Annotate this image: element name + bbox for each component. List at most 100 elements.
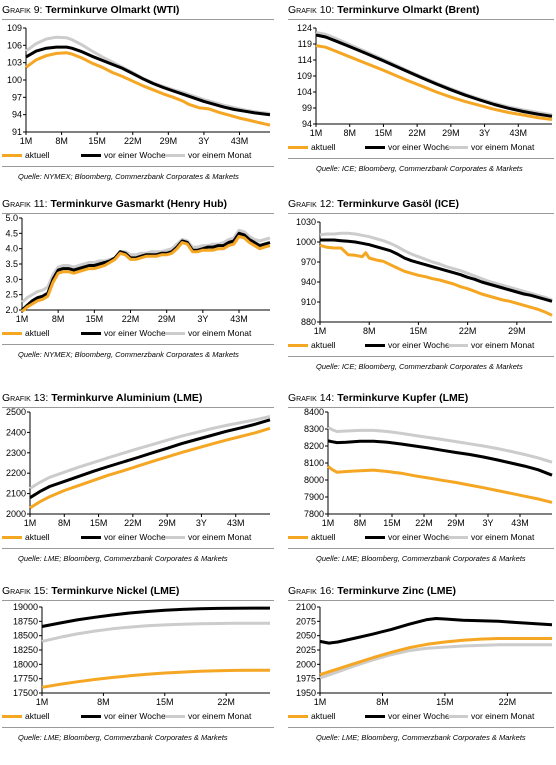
y-tick-label: 7800 [304,509,324,519]
source-note: Quelle: NYMEX; Bloomberg, Commerzbank Co… [18,172,239,181]
line-chart: 1950 1975 2000 2025 2050 2075 2100 1M 8M 15M 22M [296,602,553,707]
legend-item: vor einer Woche [81,150,166,160]
source-note: Quelle: LME; Bloomberg, Commerzbank Corp… [18,554,228,563]
legend-item: vor einem Monat [165,711,251,721]
legend-item: vor einer Woche [81,328,166,338]
legend-swatch [365,145,385,149]
y-tick-label: 2075 [296,616,316,626]
y-tick-label: 18500 [13,631,38,641]
panel-rule [2,727,274,728]
y-tick-label: 97 [12,92,22,102]
legend-swatch [448,145,468,149]
source-note: Quelle: LME; Bloomberg, Commerzbank Corp… [18,733,228,742]
series-line-vor-einer-Woche [41,606,270,628]
source-note: Quelle: LME; Bloomberg, Commerzbank Corp… [316,733,526,742]
panel-rule [288,407,554,408]
source-note: Quelle: ICE; Bloomberg, Commerzbank Corp… [316,362,523,371]
x-tick-label: 43M [230,314,248,324]
y-tick-label: 4.0 [5,244,18,254]
axis-line [327,412,552,515]
legend-label: vor einer Woche [388,142,450,152]
legend-item: vor einem Monat [165,328,251,338]
chart-title-label: Grafik [2,585,34,597]
legend-swatch [81,331,101,335]
x-tick-label: 8M [52,314,65,324]
legend-item: vor einem Monat [448,532,534,542]
series-line-vor-einem-Monat [29,415,271,490]
legend-swatch [448,343,468,347]
x-tick-label: 15M [90,518,108,528]
x-tick-label: 43M [510,128,528,138]
chart-legend: aktuell vor einer Woche vor einem Monat [2,328,274,342]
x-tick-label: 22M [124,136,142,146]
legend-item: aktuell [2,532,50,542]
series-line-aktuell [25,51,271,127]
legend-swatch [81,153,101,157]
y-tick-label: 2300 [6,448,26,458]
x-tick-label: 22M [459,326,477,336]
y-tick-label: 18000 [13,659,38,669]
legend-item: vor einem Monat [448,142,534,152]
legend-swatch [288,343,308,347]
series-line-aktuell [21,234,271,313]
chart-title-number: 14: [319,392,338,404]
x-tick-label: 15M [375,128,393,138]
legend-label: aktuell [311,142,336,152]
panel-rule [2,19,274,20]
chart-title: Grafik 10: Terminkurve Olmarkt (Brent) [288,4,479,16]
legend-label: vor einer Woche [104,532,166,542]
legend-swatch [365,714,385,718]
chart-title-number: 13: [33,392,52,404]
chart-panel-1: Grafik 9: Terminkurve Olmarkt (WTI) 91 94 9… [2,4,274,196]
x-tick-label: 22M [408,128,426,138]
legend-label: vor einer Woche [104,150,166,160]
line-chart: 91 94 97 100 103 106 109 1M 8M 15M 22M 29M 3Y 43M [7,23,271,146]
panel-rule [288,158,554,159]
y-tick-label: 8100 [304,458,324,468]
x-tick-label: 29M [447,518,465,528]
panel-rule [2,213,274,214]
y-tick-label: 8200 [304,441,324,451]
y-tick-label: 99 [302,103,312,113]
x-tick-label: 22M [124,518,142,528]
x-tick-label: 43M [227,518,245,528]
chart-title-text: Terminkurve Gasmarkt (Henry Hub) [50,198,228,210]
series-line-aktuell [41,668,270,689]
legend-label: vor einem Monat [471,340,535,350]
legend-swatch [448,535,468,539]
x-tick-label: 8M [58,518,71,528]
legend-label: aktuell [25,711,50,721]
chart-title-text: Terminkurve Zinc (LME) [337,585,457,597]
axis-line [21,218,270,311]
y-tick-label: 18750 [13,616,38,626]
chart-title: Grafik 11: Terminkurve Gasmarkt (Henry H… [2,198,227,210]
chart-title-number: 16: [319,585,338,597]
y-tick-label: 3.5 [5,259,18,269]
chart-panel-4: Grafik 12: Terminkurve Gasöl (ICE) 880 910… [288,198,554,390]
chart-legend: aktuell vor einer Woche vor einem Monat [288,142,554,156]
y-tick-label: 103 [7,58,22,68]
source-note: Quelle: ICE; Bloomberg, Commerzbank Corp… [316,164,523,173]
y-tick-label: 2050 [296,631,316,641]
x-tick-label: 1M [24,518,37,528]
legend-label: vor einer Woche [104,711,166,721]
legend-item: vor einem Monat [165,532,251,542]
chart-legend: aktuell vor einer Woche vor einem Monat [288,532,554,546]
legend-swatch [2,714,22,718]
y-tick-label: 119 [298,39,312,49]
x-tick-label: 22M [499,697,517,707]
y-tick-label: 3.0 [5,274,18,284]
legend-item: aktuell [288,340,336,350]
panel-rule [288,356,554,357]
y-tick-label: 940 [301,277,316,287]
legend-item: vor einem Monat [165,150,251,160]
x-tick-label: 8M [354,518,367,528]
chart-title: Grafik 16: Terminkurve Zinc (LME) [288,585,456,597]
panel-rule [2,166,274,167]
y-tick-label: 910 [301,297,316,307]
legend-label: vor einem Monat [471,532,535,542]
x-tick-label: 3Y [197,314,208,324]
legend-swatch [81,714,101,718]
chart-title: Grafik 13: Terminkurve Aluminium (LME) [2,392,202,404]
series-line-vor-einer-Woche [29,418,271,499]
